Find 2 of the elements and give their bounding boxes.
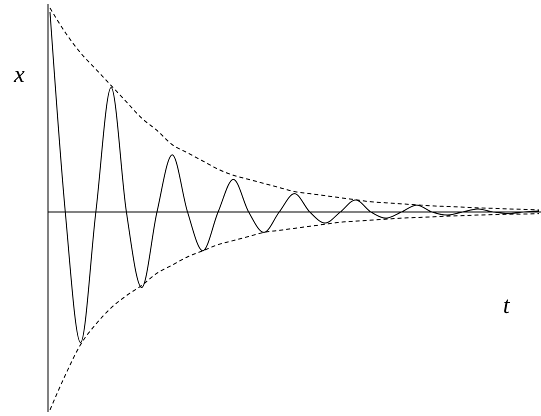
x-axis-title: t <box>503 293 511 319</box>
y-axis-title: x <box>13 62 25 88</box>
